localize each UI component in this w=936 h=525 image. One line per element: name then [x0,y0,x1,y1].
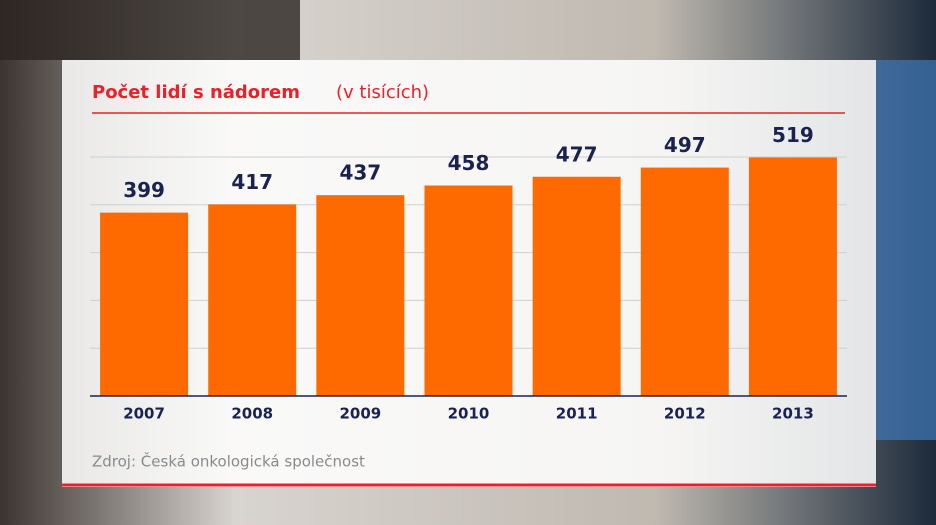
background-screen [876,60,936,440]
x-tick-label: 2010 [448,405,490,423]
source: Zdroj: Česká onkologická společnost [92,452,365,471]
value-label: 458 [448,151,490,175]
value-label: 477 [556,142,598,166]
value-label: 497 [664,133,706,157]
bar [100,212,189,396]
x-tick-label: 2008 [231,405,273,423]
bar [316,195,405,396]
bar [208,204,297,396]
bar [640,167,729,396]
x-tick-label: 2011 [556,405,598,423]
value-label: 519 [772,123,814,147]
background-shadow [0,0,300,60]
value-label: 437 [339,161,381,185]
x-tick-label: 2007 [123,405,165,423]
x-tick-label: 2013 [772,405,814,423]
chart-subtitle: (v tisících) [336,82,429,103]
x-tick-label: 2012 [664,405,706,423]
chart-title: Počet lidí s nádorem [92,82,300,103]
bar [532,176,621,396]
bar [424,185,513,396]
bar [748,157,837,396]
x-tick-label: 2009 [339,405,381,423]
value-label: 417 [231,170,273,194]
value-label: 399 [123,178,165,202]
